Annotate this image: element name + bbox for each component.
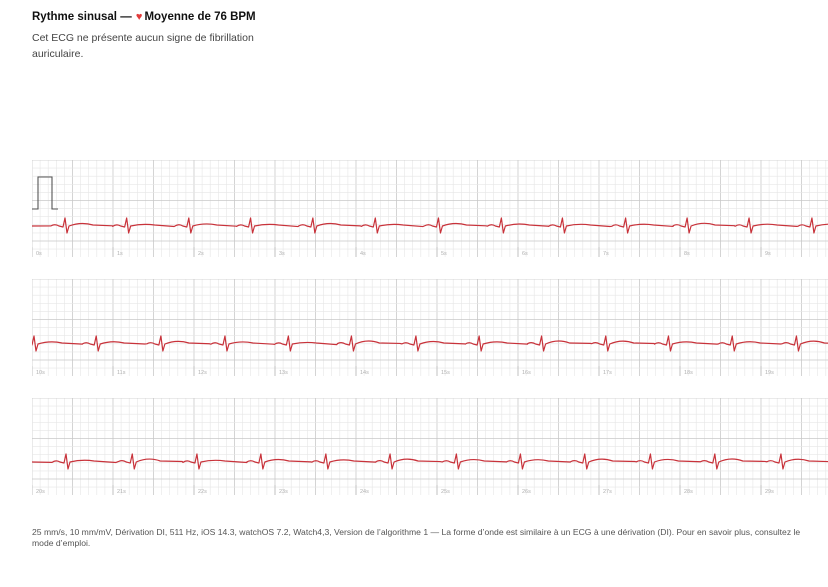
time-label: 0s xyxy=(36,251,42,257)
ecg-trace xyxy=(32,453,828,470)
time-label: 16s xyxy=(522,370,531,376)
time-label: 28s xyxy=(684,489,693,495)
time-label: 13s xyxy=(279,370,288,376)
time-label: 24s xyxy=(360,489,369,495)
time-label: 29s xyxy=(765,489,774,495)
time-label: 7s xyxy=(603,251,609,257)
time-label: 23s xyxy=(279,489,288,495)
ecg-strip-3: 20s 21s 22s 23s 24s 25s 26s 27s 28s 29s xyxy=(32,398,828,495)
time-label: 26s xyxy=(522,489,531,495)
time-label: 15s xyxy=(441,370,450,376)
ecg-strip-2: 10s 11s 12s 13s 14s 15s 16s 17s 18s 19s xyxy=(32,279,828,376)
calibration-pulse xyxy=(32,176,58,210)
ecg-strip-2-svg: 10s 11s 12s 13s 14s 15s 16s 17s 18s 19s xyxy=(32,279,828,376)
time-label: 5s xyxy=(441,251,447,257)
time-label: 10s xyxy=(36,370,45,376)
rhythm-title: Rythme sinusal — ♥ Moyenne de 76 BPM xyxy=(32,10,732,24)
ecg-footer-info: 25 mm/s, 10 mm/mV, Dérivation DI, 511 Hz… xyxy=(32,527,801,548)
ecg-strip-3-svg: 20s 21s 22s 23s 24s 25s 26s 27s 28s 29s xyxy=(32,398,828,495)
ecg-trace xyxy=(32,217,828,234)
time-label: 3s xyxy=(279,251,285,257)
time-label: 12s xyxy=(198,370,207,376)
time-label: 18s xyxy=(684,370,693,376)
time-label: 1s xyxy=(117,251,123,257)
time-label: 22s xyxy=(198,489,207,495)
ecg-header: Rythme sinusal — ♥ Moyenne de 76 BPM Cet … xyxy=(32,10,732,62)
average-bpm: Moyenne de 76 BPM xyxy=(144,11,256,23)
time-label: 11s xyxy=(117,370,126,376)
time-label: 17s xyxy=(603,370,612,376)
time-label: 4s xyxy=(360,251,366,257)
time-label: 21s xyxy=(117,489,126,495)
time-label: 20s xyxy=(36,489,45,495)
ecg-strip-1-svg: 0s 1s 2s 3s 4s 5s 6s 7s 8s 9s xyxy=(32,160,828,257)
heart-icon: ♥ xyxy=(135,11,143,23)
ecg-description: Cet ECG ne présente aucun signe de fibri… xyxy=(32,32,254,60)
time-label: 6s xyxy=(522,251,528,257)
time-label: 19s xyxy=(765,370,774,376)
ecg-trace xyxy=(32,335,828,352)
time-label: 8s xyxy=(684,251,690,257)
time-label: 27s xyxy=(603,489,612,495)
time-label: 9s xyxy=(765,251,771,257)
rhythm-label: Rythme sinusal — xyxy=(32,11,132,23)
time-label: 25s xyxy=(441,489,450,495)
ecg-strip-1: 0s 1s 2s 3s 4s 5s 6s 7s 8s 9s xyxy=(32,160,828,257)
time-label: 14s xyxy=(360,370,369,376)
time-label: 2s xyxy=(198,251,204,257)
